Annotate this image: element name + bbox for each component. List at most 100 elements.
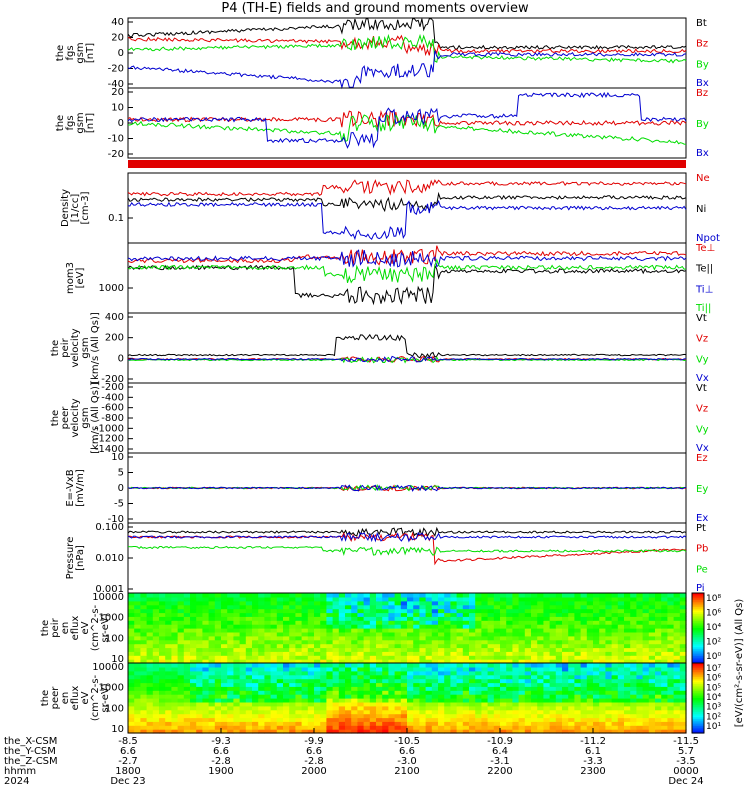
spectrogram-cell xyxy=(456,682,464,687)
spectrogram-cell xyxy=(369,709,377,715)
spectrogram-cell xyxy=(159,604,166,610)
spectrogram-cell xyxy=(524,686,532,691)
spectrogram-cell xyxy=(512,624,520,629)
spectrogram-cell xyxy=(605,694,613,699)
spectrogram-cell xyxy=(438,713,445,719)
spectrogram-cell xyxy=(295,620,303,625)
spectrogram-cell xyxy=(462,721,470,726)
spectrogram-cell xyxy=(332,694,340,699)
spectrogram-cell xyxy=(493,666,501,672)
spectrogram-cell xyxy=(165,686,172,691)
spectrogram-cell xyxy=(611,713,619,719)
spectrogram-cell xyxy=(661,616,668,621)
spectrogram-cell xyxy=(555,604,563,610)
spectrogram-cell xyxy=(493,694,501,699)
spectrogram-cell xyxy=(580,705,588,711)
spectrogram-cell xyxy=(146,729,154,734)
spectrogram-cell xyxy=(481,604,489,610)
ytick-label: 5 xyxy=(118,468,124,479)
spectrogram-cell xyxy=(636,659,644,664)
spectrogram-cell xyxy=(140,596,148,602)
spectrogram-cell xyxy=(444,694,451,699)
spectrogram-cell xyxy=(469,729,476,734)
colorbar-tick: 10³ xyxy=(706,703,721,713)
spectrogram-cell xyxy=(518,631,526,637)
spectrogram-cell xyxy=(438,604,445,610)
spectrogram-cell xyxy=(648,709,656,715)
spectrogram-cell xyxy=(295,698,303,703)
spectrogram-cell xyxy=(481,666,489,672)
spectrogram-cell xyxy=(301,663,309,668)
spectrogram-cell xyxy=(531,717,538,722)
spectrogram-cell xyxy=(326,593,334,598)
spectrogram-cell xyxy=(469,674,476,680)
spectrogram-cell xyxy=(363,655,371,660)
spectrogram-cell xyxy=(196,682,203,687)
spectrogram-cell xyxy=(512,651,520,656)
spectrogram-cell xyxy=(630,620,637,625)
spectrogram-cell xyxy=(624,635,631,641)
spectrogram-cell xyxy=(512,729,520,734)
spectrogram-cell xyxy=(574,705,582,711)
spectrogram-cell xyxy=(202,635,210,641)
spectrogram-cell xyxy=(586,678,594,684)
spectrogram-cell xyxy=(586,616,594,621)
spectrogram-cell xyxy=(568,608,575,614)
spectrogram-cell xyxy=(214,701,222,707)
spectrogram-cell xyxy=(500,686,507,691)
spectrogram-cell xyxy=(648,705,656,711)
spectrogram-cell xyxy=(419,620,427,625)
spectrogram-cell xyxy=(283,729,290,734)
spectrogram-cell xyxy=(171,659,179,664)
spectrogram-cell xyxy=(493,717,501,722)
spectrogram-cell xyxy=(642,655,650,660)
spectrogram-cell xyxy=(599,624,606,629)
spectrogram-cell xyxy=(171,694,179,699)
spectrogram-cell xyxy=(264,655,272,660)
spectrogram-cell xyxy=(351,670,358,676)
spectrogram-cell xyxy=(593,694,600,699)
spectrogram-cell xyxy=(159,682,166,687)
spectrogram-cell xyxy=(549,604,557,610)
spectrogram-cell xyxy=(190,713,197,719)
colorbar-step xyxy=(692,713,704,717)
spectrogram-cell xyxy=(636,729,644,734)
spectrogram-cell xyxy=(518,593,526,598)
spectrogram-cell xyxy=(369,616,377,621)
spectrogram-cell xyxy=(326,631,334,637)
spectrogram-cell xyxy=(568,616,575,621)
spectrogram-cell xyxy=(351,631,358,637)
spectrogram-cell xyxy=(394,604,402,610)
spectrogram-cell xyxy=(351,709,358,715)
spectrogram-cell xyxy=(202,721,210,726)
spectrogram-cell xyxy=(673,620,681,625)
spectrogram-cell xyxy=(283,701,290,707)
spectrogram-cell xyxy=(506,701,513,707)
spectrogram-cell xyxy=(500,690,507,695)
spectrogram-cell xyxy=(462,628,470,633)
spectrogram-cell xyxy=(568,635,575,641)
spectrogram-cell xyxy=(555,666,563,672)
spectrogram-cell xyxy=(165,628,172,633)
legend-Pi: Pi xyxy=(696,583,705,594)
spectrogram-cell xyxy=(388,628,396,633)
colorbar-step xyxy=(692,617,704,620)
spectrogram-cell xyxy=(128,600,135,606)
spectrogram-cell xyxy=(667,678,675,684)
colorbar-step xyxy=(692,636,704,640)
spectrogram-cell xyxy=(438,643,445,649)
spectrogram-cell xyxy=(295,600,303,606)
spectrogram-cell xyxy=(611,717,619,722)
spectrogram-cell xyxy=(617,647,625,652)
spectrogram-cell xyxy=(183,655,191,660)
spectrogram-cell xyxy=(500,628,507,633)
spectrogram-cell xyxy=(369,721,377,726)
spectrogram-cell xyxy=(177,717,185,722)
spectrogram-cell xyxy=(543,670,551,676)
spectrogram-cell xyxy=(531,729,538,734)
spectrogram-cell xyxy=(425,639,433,645)
spectrogram-cell xyxy=(295,659,303,664)
spectrogram-cell xyxy=(562,690,569,695)
spectrogram-cell xyxy=(196,631,203,637)
spectrogram-cell xyxy=(307,647,315,652)
